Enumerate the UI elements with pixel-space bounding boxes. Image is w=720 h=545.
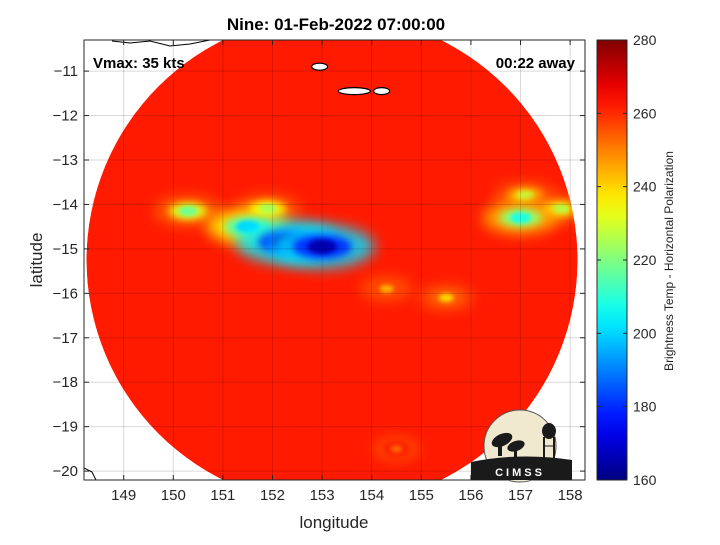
tb-feature-core xyxy=(438,293,454,303)
x-tick-label: 156 xyxy=(458,487,483,504)
tb-feature-core xyxy=(307,239,337,255)
x-tick-label: 150 xyxy=(161,487,186,504)
tb-feature-core xyxy=(390,445,403,453)
x-tick-label: 154 xyxy=(359,487,384,504)
y-axis: −11 −12 −13 −14 −15 −16 −17 −18 −19 −20 xyxy=(53,63,585,480)
colorbar-ticks: 160 180 200 220 240 260 280 xyxy=(597,32,657,488)
coastline-fragment xyxy=(111,40,211,47)
colorbar-tick-label: 160 xyxy=(633,472,657,488)
y-tick-label: −18 xyxy=(53,374,78,391)
vmax-annotation: Vmax: 35 kts xyxy=(93,55,185,72)
x-axis: 149 150 151 152 153 154 155 156 157 158 xyxy=(111,40,583,504)
tb-feature-core xyxy=(178,205,198,217)
y-tick-label: −12 xyxy=(53,108,78,125)
plot-frame xyxy=(83,39,586,481)
y-tick-label: −17 xyxy=(53,330,78,347)
chart-title: Nine: 01-Feb-2022 07:00:00 xyxy=(227,15,445,34)
y-tick-label: −16 xyxy=(53,285,78,302)
colorbar-tick-label: 240 xyxy=(633,179,657,195)
island-outline xyxy=(337,87,371,96)
x-tick-label: 152 xyxy=(260,487,285,504)
grid-lines xyxy=(84,40,585,480)
logo-ground xyxy=(471,456,572,480)
colorbar-tick-label: 180 xyxy=(633,399,657,415)
plot-area xyxy=(84,40,585,480)
y-tick-label: −20 xyxy=(53,463,78,480)
coastlines xyxy=(84,40,391,480)
cimss-logo: CIMSS xyxy=(471,409,572,483)
island-outline xyxy=(373,87,391,96)
island-outline xyxy=(311,62,329,71)
x-tick-label: 158 xyxy=(558,487,583,504)
y-axis-title: latitude xyxy=(27,233,46,288)
colorbar-title: Brightness Temp - Horizontal Polarizatio… xyxy=(662,151,676,371)
swath-group xyxy=(86,40,578,480)
colorbar-gradient xyxy=(596,39,628,481)
tb-feature-core xyxy=(509,212,532,224)
coastline-fragment xyxy=(84,467,97,480)
colorbar-tick-label: 280 xyxy=(633,32,657,48)
logo-text: CIMSS xyxy=(495,467,545,479)
colorbar-tick-label: 220 xyxy=(633,252,657,268)
y-tick-label: −14 xyxy=(53,196,78,213)
x-tick-label: 153 xyxy=(310,487,335,504)
y-tick-label: −15 xyxy=(53,241,78,258)
colorbar-tick-label: 260 xyxy=(633,105,657,121)
tb-feature-core xyxy=(551,204,570,214)
x-tick-label: 155 xyxy=(409,487,434,504)
satellite-dish-icon xyxy=(491,432,525,458)
y-tick-label: −11 xyxy=(54,63,78,80)
time-offset-annotation: 00:22 away xyxy=(496,55,576,72)
water-tower-icon xyxy=(542,423,556,461)
tb-feature-core xyxy=(379,284,394,293)
colorbar-tick-label: 200 xyxy=(633,325,657,341)
y-tick-label: −19 xyxy=(53,419,78,436)
x-tick-label: 151 xyxy=(210,487,235,504)
y-tick-label: −13 xyxy=(53,152,78,169)
tb-feature-core xyxy=(516,190,535,201)
colorbar: 160 180 200 220 240 260 280 Brightness Temp - … xyxy=(596,32,676,488)
x-tick-label: 149 xyxy=(111,487,136,504)
x-tick-label: 157 xyxy=(508,487,533,504)
x-axis-title: longitude xyxy=(299,513,368,532)
